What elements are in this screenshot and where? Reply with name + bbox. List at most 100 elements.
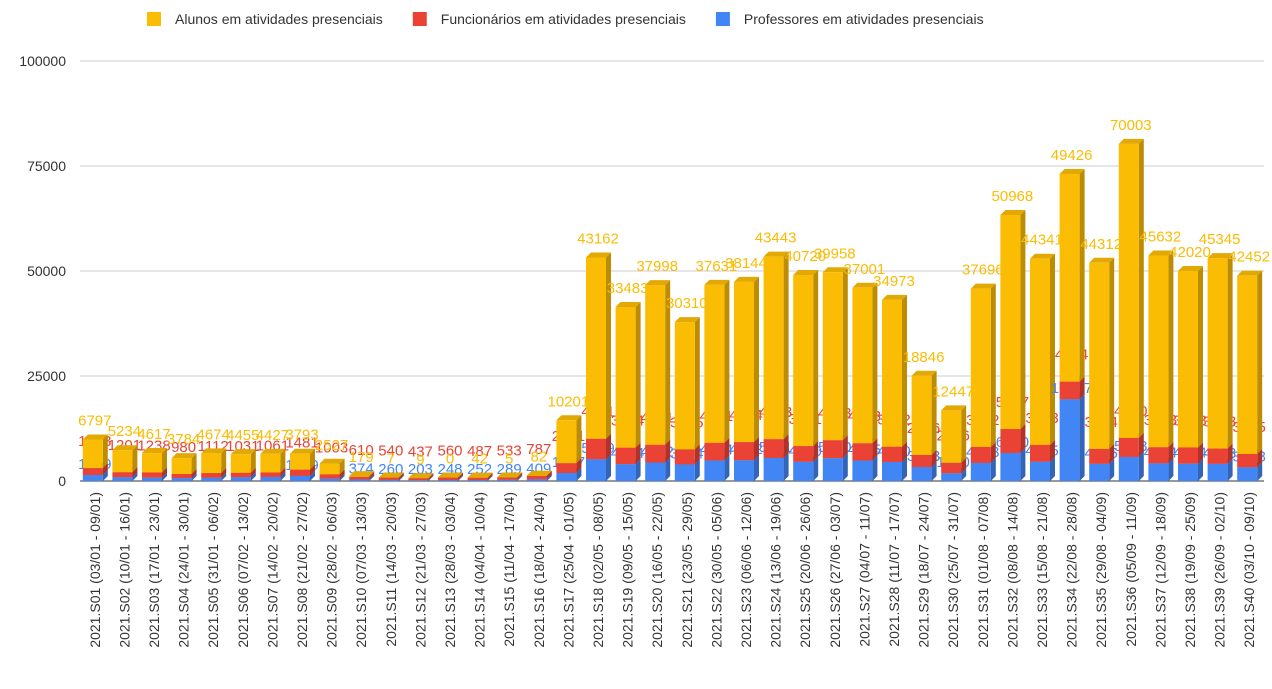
bar xyxy=(734,442,754,461)
bar-side xyxy=(191,473,197,481)
bar xyxy=(526,479,547,481)
bar xyxy=(734,460,754,481)
x-tick-label: 2021.S24 (13/06 - 19/06) xyxy=(768,492,784,648)
bar xyxy=(1148,463,1169,481)
bar-side xyxy=(1227,458,1233,481)
bar-side xyxy=(221,472,227,481)
bar xyxy=(408,480,429,481)
x-tick-label: 2021.S08 (21/02 - 27/02) xyxy=(294,492,310,648)
value-label: 42 xyxy=(471,451,488,468)
bar-side xyxy=(842,267,848,441)
x-tick-label: 2021.S18 (02/05 - 08/05) xyxy=(590,492,606,648)
value-label: 50968 xyxy=(992,188,1034,205)
bar-top xyxy=(201,448,227,454)
value-label: 7 xyxy=(387,451,395,468)
bar xyxy=(734,281,754,443)
value-label: 4455 xyxy=(226,427,259,444)
bar xyxy=(1059,381,1080,400)
bar-top xyxy=(378,472,404,478)
value-label: 12447 xyxy=(932,383,974,400)
legend-swatch xyxy=(412,12,427,26)
x-tick-label: 2021.S25 (20/06 - 26/06) xyxy=(797,492,813,648)
value-label: 1003 xyxy=(315,439,348,456)
value-label: 5 xyxy=(505,451,513,468)
x-tick-label: 2021.S26 (27/06 - 03/07) xyxy=(827,492,843,648)
bar xyxy=(1118,456,1139,481)
bar xyxy=(1030,461,1050,481)
value-label: 560 xyxy=(437,443,462,460)
bar xyxy=(1178,463,1198,481)
bar-side xyxy=(606,252,611,439)
bar-top xyxy=(319,458,345,464)
value-label: 4427 xyxy=(256,427,289,444)
bar-side xyxy=(1050,253,1055,445)
bar-side xyxy=(872,282,878,444)
value-label: 787 xyxy=(526,441,551,458)
bar-side xyxy=(576,467,582,481)
bar xyxy=(852,287,873,444)
value-label: 487 xyxy=(467,443,492,460)
bar xyxy=(378,479,399,481)
bar xyxy=(822,458,843,481)
bar xyxy=(1148,255,1169,448)
bar xyxy=(112,477,133,481)
bar xyxy=(763,439,784,458)
bar-top xyxy=(645,280,671,286)
x-tick-label: 2021.S30 (25/07 - 31/07) xyxy=(945,492,961,648)
bar-side xyxy=(990,441,996,463)
bar-top xyxy=(408,473,434,479)
bar-side xyxy=(1109,458,1115,481)
bar xyxy=(1207,258,1228,449)
bar-top xyxy=(1059,168,1085,174)
bar xyxy=(793,446,814,462)
bar xyxy=(586,459,606,481)
bar xyxy=(645,285,666,445)
bar-top xyxy=(1178,265,1203,271)
bar-side xyxy=(931,449,937,468)
bar xyxy=(142,472,162,478)
bar-top xyxy=(260,448,286,454)
bar xyxy=(290,475,310,481)
bar xyxy=(556,472,577,481)
value-label: 30310 xyxy=(666,295,708,312)
bar xyxy=(260,472,281,477)
bar xyxy=(1000,452,1021,481)
bar xyxy=(1207,463,1228,481)
bar xyxy=(911,454,932,468)
bar xyxy=(1000,429,1021,453)
x-tick-label: 2021.S16 (18/04 - 24/04) xyxy=(531,492,547,648)
value-label: 2527 xyxy=(315,437,348,454)
bar-side xyxy=(458,474,463,481)
bar-side xyxy=(280,448,286,473)
value-label: 82 xyxy=(530,449,547,466)
value-label: 45345 xyxy=(1199,231,1241,248)
bar-side xyxy=(606,454,611,481)
bar-side xyxy=(813,456,819,481)
value-label: 540 xyxy=(378,443,403,460)
bar xyxy=(497,479,518,481)
bar-side xyxy=(694,459,700,481)
bar-side xyxy=(961,468,967,481)
bar xyxy=(556,420,577,464)
bar-side xyxy=(872,455,878,481)
value-label: 1481 xyxy=(285,435,318,452)
bar-top xyxy=(852,282,878,288)
bar xyxy=(142,477,162,481)
y-tick-label: 25000 xyxy=(27,368,66,384)
bar-top xyxy=(586,252,611,258)
bar-side xyxy=(1227,443,1233,464)
x-tick-label: 2021.S02 (10/01 - 16/01) xyxy=(116,492,132,648)
bar xyxy=(171,458,192,475)
bar-side xyxy=(990,457,996,481)
bar-side xyxy=(576,458,582,473)
bar-side xyxy=(398,472,404,480)
bar xyxy=(290,453,310,470)
bar xyxy=(467,479,488,481)
bar-side xyxy=(1020,424,1026,453)
value-label: 37696 xyxy=(962,262,1004,279)
bar-side xyxy=(1138,138,1144,438)
bar-side xyxy=(1257,270,1263,454)
x-tick-label: 2021.S05 (31/01 - 06/02) xyxy=(205,492,221,648)
bar xyxy=(290,469,310,476)
x-tick-label: 2021.S27 (04/07 - 11/07) xyxy=(856,492,872,647)
